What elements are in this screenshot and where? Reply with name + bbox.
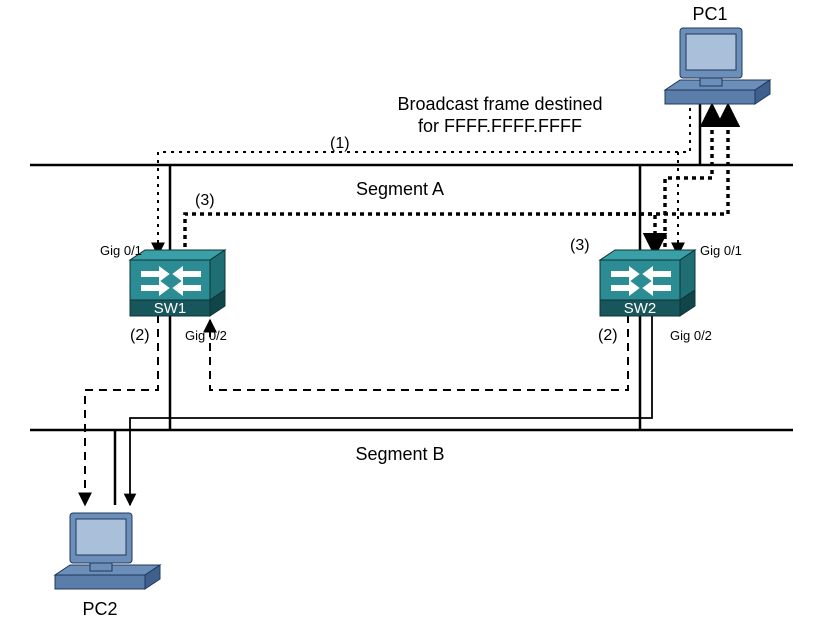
step-2b: (2) — [598, 327, 618, 344]
caption-line1: Broadcast frame destined — [397, 94, 602, 114]
segment-a-label: Segment A — [356, 179, 444, 199]
step-3b: (3) — [570, 237, 590, 254]
step3-path-sw2-pc1 — [665, 105, 712, 255]
pc2-label: PC2 — [82, 599, 117, 619]
step2-path-sw2-sw1 — [210, 315, 628, 390]
switch-sw2: SW2 — [600, 250, 695, 317]
pc1: PC1 — [665, 4, 770, 104]
pc2: PC2 — [55, 513, 160, 619]
step-1: (1) — [330, 135, 350, 152]
sw1-port-gig01: Gig 0/1 — [100, 243, 142, 258]
switch-sw1: SW1 — [130, 250, 225, 317]
sw1-label: SW1 — [154, 300, 187, 317]
segment-b-label: Segment B — [355, 444, 444, 464]
sw2-label: SW2 — [624, 300, 657, 317]
step-3a: (3) — [195, 192, 215, 209]
pc1-label: PC1 — [692, 4, 727, 24]
sw2-port-gig01: Gig 0/1 — [700, 243, 742, 258]
forward-sw2-pc2 — [130, 315, 652, 505]
sw2-port-gig02: Gig 0/2 — [670, 328, 712, 343]
step-2a: (2) — [130, 327, 150, 344]
sw1-port-gig02: Gig 0/2 — [185, 328, 227, 343]
caption-line2: for FFFF.FFFF.FFFF — [418, 116, 582, 136]
